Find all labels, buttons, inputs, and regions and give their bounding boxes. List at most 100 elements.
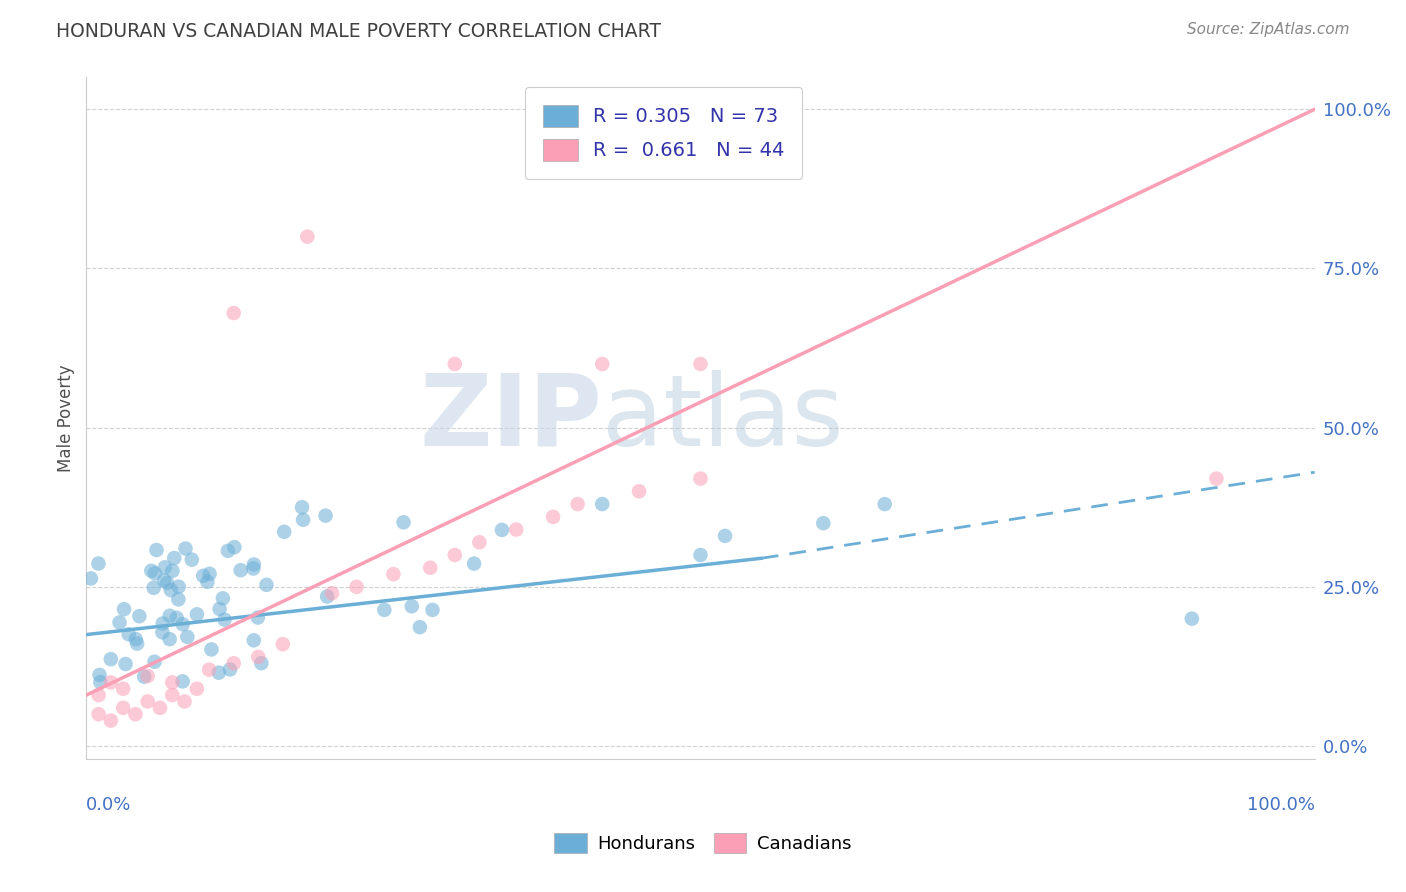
Point	[162, 564, 184, 578]
Point	[243, 558, 266, 572]
Point	[89, 668, 111, 682]
Point	[443, 357, 465, 371]
Point	[153, 574, 176, 588]
Point	[316, 590, 339, 604]
Point	[80, 571, 103, 585]
Point	[321, 586, 343, 600]
Point	[208, 602, 231, 616]
Point	[689, 357, 711, 371]
Point	[156, 576, 179, 591]
Point	[180, 552, 202, 566]
Point	[118, 627, 141, 641]
Point	[143, 655, 166, 669]
Point	[142, 581, 165, 595]
Point	[273, 524, 295, 539]
Point	[162, 688, 184, 702]
Point	[271, 637, 294, 651]
Point	[128, 609, 150, 624]
Point	[89, 675, 111, 690]
Point	[87, 688, 110, 702]
Point	[373, 603, 395, 617]
Text: atlas: atlas	[602, 369, 844, 467]
Point	[134, 670, 156, 684]
Point	[468, 535, 491, 549]
Point	[172, 617, 194, 632]
Point	[87, 557, 110, 571]
Point	[224, 540, 246, 554]
Point	[256, 578, 278, 592]
Point	[186, 681, 208, 696]
Point	[247, 649, 270, 664]
Point	[291, 500, 314, 515]
Point	[108, 615, 131, 630]
Text: ZIP: ZIP	[419, 369, 602, 467]
Point	[100, 714, 122, 728]
Point	[219, 663, 242, 677]
Point	[198, 566, 221, 581]
Point	[873, 497, 896, 511]
Point	[382, 567, 405, 582]
Point	[628, 484, 651, 499]
Point	[176, 630, 198, 644]
Point	[419, 560, 441, 574]
Point	[297, 229, 319, 244]
Point	[167, 580, 190, 594]
Legend: Hondurans, Canadians: Hondurans, Canadians	[547, 825, 859, 861]
Point	[392, 516, 415, 530]
Point	[166, 611, 188, 625]
Point	[229, 563, 252, 577]
Point	[100, 652, 122, 666]
Point	[443, 548, 465, 562]
Point	[150, 625, 173, 640]
Point	[200, 642, 222, 657]
Text: Source: ZipAtlas.com: Source: ZipAtlas.com	[1187, 22, 1350, 37]
Point	[591, 357, 613, 371]
Point	[214, 613, 236, 627]
Point	[112, 701, 135, 715]
Point	[541, 509, 564, 524]
Point	[591, 497, 613, 511]
Point	[409, 620, 432, 634]
Point	[217, 544, 239, 558]
Point	[422, 603, 444, 617]
Point	[114, 657, 136, 671]
Point	[505, 523, 527, 537]
Point	[100, 675, 122, 690]
Point	[173, 694, 195, 708]
Point	[463, 557, 485, 571]
Point	[222, 657, 245, 671]
Point	[174, 541, 197, 556]
Point	[112, 602, 135, 616]
Point	[141, 564, 163, 578]
Point	[246, 610, 269, 624]
Point	[567, 497, 589, 511]
Legend: R = 0.305   N = 73, R =  0.661   N = 44: R = 0.305 N = 73, R = 0.661 N = 44	[526, 87, 801, 178]
Point	[222, 306, 245, 320]
Point	[292, 513, 315, 527]
Point	[197, 574, 219, 589]
Point	[136, 694, 159, 708]
Point	[167, 592, 190, 607]
Point	[242, 561, 264, 575]
Point	[714, 529, 737, 543]
Text: 100.0%: 100.0%	[1247, 797, 1315, 814]
Point	[163, 551, 186, 566]
Point	[124, 707, 146, 722]
Point	[145, 543, 167, 558]
Point	[813, 516, 835, 531]
Point	[159, 632, 181, 647]
Point	[315, 508, 337, 523]
Point	[193, 569, 215, 583]
Point	[186, 607, 208, 622]
Point	[136, 669, 159, 683]
Point	[689, 472, 711, 486]
Point	[346, 580, 368, 594]
Point	[162, 675, 184, 690]
Point	[491, 523, 513, 537]
Point	[1205, 472, 1227, 486]
Point	[1181, 612, 1204, 626]
Point	[125, 632, 148, 646]
Point	[198, 663, 221, 677]
Point	[152, 616, 174, 631]
Point	[250, 656, 273, 670]
